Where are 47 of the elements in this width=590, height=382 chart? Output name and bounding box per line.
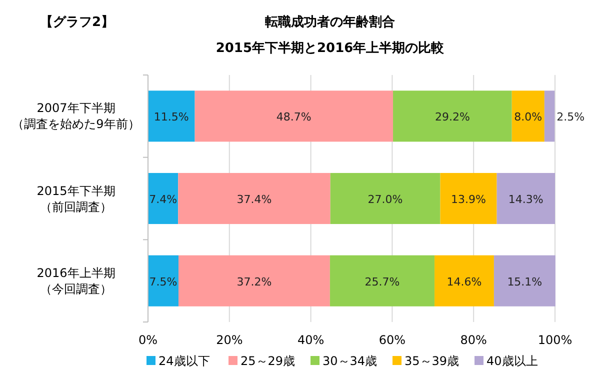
x-tick-label: 0% <box>138 333 158 347</box>
x-tick-label: 40% <box>297 333 324 347</box>
data-label: 2.5% <box>556 110 585 124</box>
data-label: 48.7% <box>276 110 312 124</box>
bar <box>148 172 178 224</box>
chart-subtitle: 2015年下半期と2016年上半期の比較 <box>216 41 446 56</box>
data-label: 7.5% <box>149 275 178 288</box>
data-label: 13.9% <box>451 193 486 206</box>
legend-label: 40歳以上 <box>486 354 538 368</box>
bar <box>434 255 494 306</box>
data-label: 25.7% <box>364 275 400 288</box>
chart-title: 転職成功者の年齢割合 <box>264 14 395 30</box>
bar <box>494 255 556 306</box>
y-tick-label: 2016年上半期（今回調査） <box>36 264 116 297</box>
legend-label: 30～34歳 <box>322 354 378 368</box>
data-label: 27.0% <box>368 193 403 206</box>
data-label: 14.3% <box>508 193 544 206</box>
data-label: 37.4% <box>236 193 272 206</box>
bar <box>440 172 497 224</box>
bar <box>178 172 330 224</box>
data-label: 8.0% <box>514 110 542 124</box>
bar <box>148 90 195 142</box>
data-label: 15.1% <box>507 275 542 288</box>
data-label: 14.6% <box>446 275 482 288</box>
legend-label: 35～39歳 <box>404 354 460 368</box>
bar <box>544 90 555 142</box>
legend-label: 24歳以下 <box>158 354 210 368</box>
x-tick-label: 60% <box>378 333 406 347</box>
bar <box>330 255 435 306</box>
bar <box>194 90 394 142</box>
legend-label: 25～29歳 <box>240 354 296 368</box>
bar <box>512 90 544 142</box>
x-tick-label: 80% <box>460 333 487 347</box>
x-tick-label: 100% <box>538 333 572 347</box>
bar <box>393 90 512 142</box>
bar <box>330 172 440 224</box>
text: 【グラフ2】 <box>40 14 114 30</box>
data-label: 11.5% <box>154 110 189 124</box>
bar <box>148 255 179 306</box>
x-tick-label: 20% <box>216 333 243 347</box>
y-tick-label: 2007年下半期（調査を始めた9年前） <box>11 100 141 132</box>
data-label: 37.2% <box>236 275 272 288</box>
data-label: 29.2% <box>434 110 470 124</box>
y-tick-label: 2015年下半期（前回調査） <box>36 182 116 214</box>
data-label: 7.4% <box>149 193 178 206</box>
bar <box>178 255 330 306</box>
bar <box>496 172 555 224</box>
